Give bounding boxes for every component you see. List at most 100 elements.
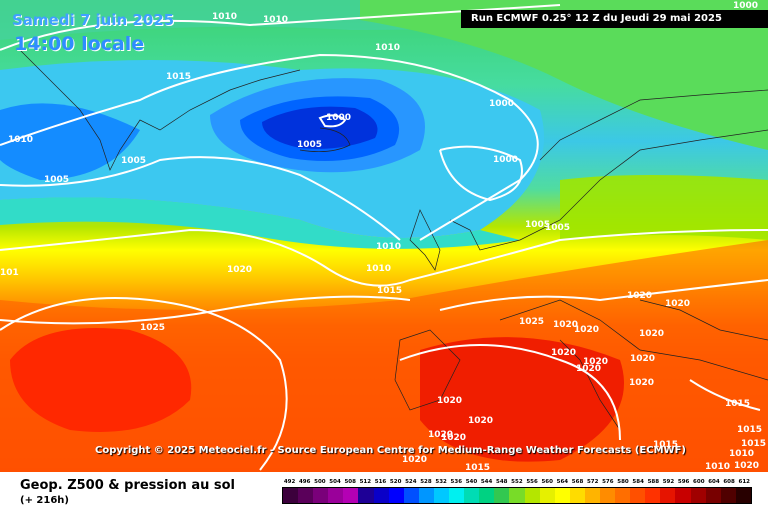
- scale-label: 520: [389, 479, 402, 485]
- scale-swatch: [569, 488, 585, 503]
- map-title: Geop. Z500 & pression au sol: [20, 478, 235, 493]
- scale-label: 540: [465, 479, 478, 485]
- scale-swatch: [494, 488, 510, 503]
- zone-yellowgreen-ne: [560, 175, 768, 240]
- scale-label: 556: [526, 479, 538, 485]
- zone-cyan-band: [0, 197, 520, 249]
- scale-label: 608: [723, 479, 735, 485]
- scale-label: 500: [314, 479, 326, 485]
- svg-text:1000: 1000: [493, 155, 518, 165]
- scale-swatch: [720, 488, 736, 503]
- run-info-banner: Run ECMWF 0.25° 12 Z du Jeudi 29 mai 202…: [461, 10, 768, 28]
- svg-text:1005: 1005: [545, 223, 570, 233]
- scale-swatch: [464, 488, 480, 503]
- scale-label: 612: [738, 479, 750, 485]
- svg-text:1010: 1010: [705, 462, 730, 472]
- scale-label: 524: [405, 479, 417, 485]
- scale-swatch: [433, 488, 450, 503]
- svg-text:1020: 1020: [630, 354, 655, 364]
- scale-label: 564: [556, 479, 569, 485]
- scale-swatch: [539, 488, 555, 503]
- svg-text:1010: 1010: [8, 135, 33, 145]
- svg-text:1005: 1005: [297, 140, 322, 150]
- svg-text:1000: 1000: [489, 99, 514, 109]
- svg-text:1020: 1020: [627, 291, 652, 301]
- scale-swatch: [388, 488, 404, 503]
- scale-label: 584: [632, 479, 644, 485]
- svg-text:1015: 1015: [465, 463, 490, 472]
- svg-text:1020: 1020: [428, 430, 453, 440]
- scale-label: 600: [693, 479, 705, 485]
- scale-swatch: [735, 488, 751, 503]
- geopotential-map: 1010 1010 1015 1010 1000 1000 1005 1000 …: [0, 0, 768, 472]
- scale-swatch: [675, 488, 691, 503]
- scale-swatch: [645, 488, 661, 503]
- scale-label: 604: [708, 479, 720, 485]
- svg-text:1020: 1020: [583, 357, 608, 367]
- scale-swatch: [584, 488, 600, 503]
- svg-text:1020: 1020: [437, 396, 462, 406]
- zone-blue-west: [0, 103, 140, 180]
- svg-text:1020: 1020: [441, 433, 466, 443]
- svg-text:1005: 1005: [121, 156, 146, 166]
- scale-label: 496: [298, 479, 311, 485]
- copyright-text: Copyright © 2025 Meteociel.fr - Source E…: [95, 445, 686, 456]
- svg-text:1025: 1025: [519, 317, 544, 327]
- scale-label: 544: [480, 479, 493, 485]
- svg-text:1020: 1020: [629, 378, 654, 388]
- svg-text:101: 101: [0, 268, 19, 278]
- scale-label: 572: [586, 479, 599, 485]
- scale-label: 548: [496, 479, 508, 485]
- forecast-step: (+ 216h): [20, 495, 69, 506]
- scale-swatch: [449, 488, 465, 503]
- color-scale-swatches: [282, 487, 752, 504]
- svg-text:1015: 1015: [725, 399, 750, 409]
- scale-swatch: [373, 488, 389, 503]
- scale-swatch: [509, 488, 525, 503]
- svg-text:1015: 1015: [741, 439, 766, 449]
- svg-text:1020: 1020: [227, 265, 252, 275]
- svg-text:1015: 1015: [653, 440, 678, 450]
- zone-darkred-med: [420, 337, 624, 462]
- svg-text:1010: 1010: [263, 15, 288, 25]
- scale-swatch: [358, 488, 374, 503]
- svg-text:1015: 1015: [166, 72, 191, 82]
- svg-text:1010: 1010: [212, 12, 237, 22]
- zone-green-north: [360, 0, 768, 150]
- scale-label: 568: [571, 479, 584, 485]
- scale-swatch: [660, 488, 676, 503]
- svg-text:1005: 1005: [44, 175, 69, 185]
- forecast-date: Samedi 7 juin 2025: [12, 11, 175, 29]
- scale-swatch: [705, 488, 721, 503]
- scale-swatch: [690, 488, 706, 503]
- scale-swatch: [343, 488, 359, 503]
- svg-text:1005: 1005: [525, 220, 550, 230]
- svg-text:1020: 1020: [574, 325, 599, 335]
- svg-text:1020: 1020: [402, 455, 427, 465]
- scale-swatch: [599, 488, 616, 503]
- scale-swatch: [615, 488, 631, 503]
- forecast-time: 14:00 locale: [14, 33, 145, 55]
- svg-text:1015: 1015: [377, 286, 402, 296]
- zone-darkred-high: [10, 328, 192, 432]
- svg-text:1010: 1010: [366, 264, 391, 274]
- zone-blue-low-core: [262, 106, 378, 149]
- scale-label: 596: [677, 479, 690, 485]
- scale-swatch: [479, 488, 495, 503]
- scale-label: 504: [329, 479, 341, 485]
- scale-label: 560: [541, 479, 553, 485]
- scale-swatch: [630, 488, 646, 503]
- svg-text:1015: 1015: [737, 425, 762, 435]
- scale-label: 532: [435, 479, 447, 485]
- scale-label: 492: [283, 479, 296, 485]
- scale-label: 552: [511, 479, 523, 485]
- svg-text:1010: 1010: [376, 242, 401, 252]
- svg-text:1020: 1020: [468, 416, 493, 426]
- isobar-label-layer: 1010 1010 1015 1010 1000 1000 1005 1000 …: [0, 1, 766, 472]
- scale-label: 580: [617, 479, 629, 485]
- svg-text:1020: 1020: [551, 348, 576, 358]
- svg-text:1020: 1020: [734, 461, 759, 471]
- svg-text:1020: 1020: [576, 364, 601, 374]
- svg-text:1020: 1020: [665, 299, 690, 309]
